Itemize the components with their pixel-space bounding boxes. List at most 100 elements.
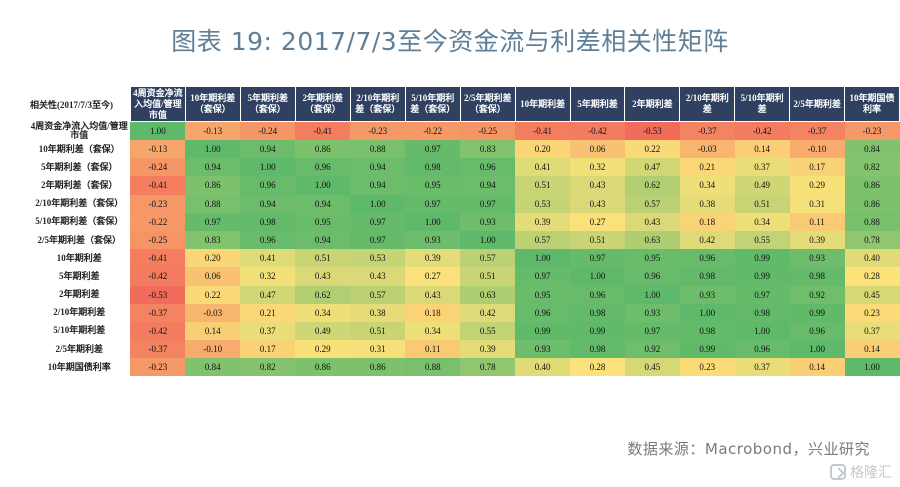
- heatmap-cell: 0.99: [515, 321, 571, 341]
- heatmap-cell: 0.94: [350, 176, 406, 195]
- heatmap-cell: 0.51: [460, 267, 516, 286]
- heatmap-cell: 0.38: [679, 194, 735, 213]
- heatmap-cell: 0.94: [350, 158, 406, 177]
- heatmap-cell: 0.51: [734, 194, 790, 213]
- heatmap-cell: 0.96: [515, 303, 571, 322]
- heatmap-cell: 0.83: [460, 140, 516, 159]
- heatmap-cell: 0.94: [240, 194, 296, 213]
- row-header: 10年期利差: [28, 249, 131, 268]
- heatmap-cell: 0.86: [295, 140, 351, 159]
- heatmap-cell: 0.21: [679, 158, 735, 177]
- heatmap-cell: 0.22: [624, 140, 680, 159]
- heatmap-cell: -0.24: [240, 121, 296, 140]
- row-header: 2/5年期利差（套保）: [28, 230, 131, 250]
- matrix-row: 2/10年期利差（套保） -0.23 0.88 0.94 0.94 1.00 0.97 0.9…: [28, 194, 900, 214]
- heatmap-cell: 0.06: [185, 267, 241, 286]
- heatmap-cell: 0.63: [460, 285, 516, 304]
- heatmap-cell: -0.23: [350, 121, 406, 140]
- heatmap-cell: 0.94: [295, 230, 351, 250]
- heatmap-cell: 0.32: [570, 158, 625, 177]
- heatmap-cell: 0.96: [624, 267, 680, 286]
- heatmap-cell: 0.86: [185, 176, 241, 195]
- column-header: 10年期国债利率: [844, 86, 900, 122]
- heatmap-cell: 0.88: [405, 358, 461, 377]
- heatmap-cell: 0.93: [405, 230, 461, 250]
- heatmap-cell: 0.83: [185, 230, 241, 250]
- row-header: 10年期国债利率: [28, 358, 131, 377]
- heatmap-cell: 0.78: [844, 230, 900, 250]
- heatmap-cell: 0.31: [789, 194, 845, 213]
- heatmap-cell: 0.93: [624, 303, 680, 322]
- heatmap-cell: 0.14: [734, 140, 790, 159]
- heatmap-cell: -0.03: [679, 140, 735, 159]
- heatmap-cell: 0.28: [844, 267, 900, 286]
- heatmap-cell: 0.42: [679, 230, 735, 250]
- heatmap-cell: 0.17: [240, 340, 296, 359]
- column-header: 10年期利差: [514, 86, 571, 122]
- heatmap-cell: 1.00: [240, 158, 296, 177]
- heatmap-cell: 0.96: [240, 230, 296, 250]
- heatmap-cell: -0.03: [185, 303, 241, 322]
- heatmap-cell: 0.49: [734, 176, 790, 195]
- heatmap-cell: 0.28: [570, 358, 625, 377]
- heatmap-cell: -0.37: [789, 121, 845, 140]
- heatmap-cell: 0.39: [515, 212, 571, 231]
- heatmap-cell: -0.24: [130, 158, 186, 177]
- row-header: 2/10年期利差（套保）: [28, 194, 131, 214]
- heatmap-cell: 0.86: [295, 358, 351, 377]
- heatmap-cell: 1.00: [130, 121, 186, 140]
- heatmap-cell: 0.98: [570, 303, 625, 322]
- heatmap-cell: 0.43: [570, 194, 625, 213]
- heatmap-cell: -0.42: [130, 321, 186, 341]
- heatmap-cell: 0.42: [460, 303, 516, 322]
- heatmap-cell: 0.49: [295, 321, 351, 341]
- matrix-row: 2/5年期利差（套保） -0.25 0.83 0.96 0.94 0.97 0.93 1.00…: [28, 230, 900, 250]
- chart-title: 图表 19: 2017/7/3至今资金流与利差相关性矩阵: [171, 27, 729, 56]
- heatmap-cell: 0.88: [844, 212, 900, 231]
- heatmap-cell: 0.86: [844, 194, 900, 213]
- heatmap-cell: 0.93: [460, 212, 516, 231]
- heatmap-cell: 0.98: [734, 303, 790, 322]
- heatmap-cell: 0.63: [624, 230, 680, 250]
- heatmap-cell: 0.95: [624, 249, 680, 268]
- heatmap-cell: 0.96: [570, 285, 625, 304]
- heatmap-cell: 0.94: [185, 158, 241, 177]
- heatmap-cell: 0.97: [460, 194, 516, 213]
- heatmap-cell: 0.62: [624, 176, 680, 195]
- heatmap-cell: -0.37: [679, 121, 735, 140]
- heatmap-cell: 0.11: [405, 340, 461, 359]
- heatmap-cell: 0.32: [240, 267, 296, 286]
- heatmap-cell: 0.98: [679, 267, 735, 286]
- heatmap-cell: 0.31: [350, 340, 406, 359]
- heatmap-cell: 0.88: [185, 194, 241, 213]
- heatmap-cell: 0.62: [295, 285, 351, 304]
- heatmap-cell: 0.39: [405, 249, 461, 268]
- heatmap-cell: 0.45: [624, 358, 680, 377]
- heatmap-cell: 0.40: [515, 358, 571, 377]
- heatmap-cell: -0.23: [130, 194, 186, 213]
- column-header: 5/10年期利差: [734, 86, 791, 122]
- heatmap-cell: 0.97: [405, 194, 461, 213]
- heatmap-cell: 0.21: [240, 303, 296, 322]
- heatmap-cell: 1.00: [734, 321, 790, 341]
- row-header: 2/10年期利差: [28, 303, 131, 323]
- heatmap-cell: 0.98: [679, 321, 735, 341]
- matrix-row: 5/10年期利差 -0.42 0.14 0.37 0.49 0.51 0.34 0.55 0.9…: [28, 321, 900, 341]
- heatmap-cell: -0.53: [130, 285, 186, 304]
- heatmap-cell: 0.95: [405, 176, 461, 195]
- heatmap-cell: 1.00: [460, 230, 516, 250]
- heatmap-cell: 0.82: [240, 358, 296, 377]
- heatmap-cell: 0.43: [624, 212, 680, 231]
- heatmap-cell: 1.00: [405, 212, 461, 231]
- heatmap-cell: 0.84: [185, 358, 241, 377]
- heatmap-cell: -0.42: [734, 121, 790, 140]
- column-header: 10年期利差（套保）: [184, 86, 241, 122]
- heatmap-cell: -0.10: [789, 140, 845, 159]
- column-header: 5/10年期利差（套保）: [404, 86, 461, 122]
- heatmap-cell: 0.14: [789, 358, 845, 377]
- row-header: 5年期利差: [28, 267, 131, 287]
- heatmap-cell: 0.43: [570, 176, 625, 195]
- heatmap-cell: 0.94: [240, 140, 296, 159]
- heatmap-cell: 0.94: [460, 176, 516, 195]
- matrix-row: 5/10年期利差（套保） -0.22 0.97 0.98 0.95 0.97 1.00 0.9…: [28, 212, 900, 232]
